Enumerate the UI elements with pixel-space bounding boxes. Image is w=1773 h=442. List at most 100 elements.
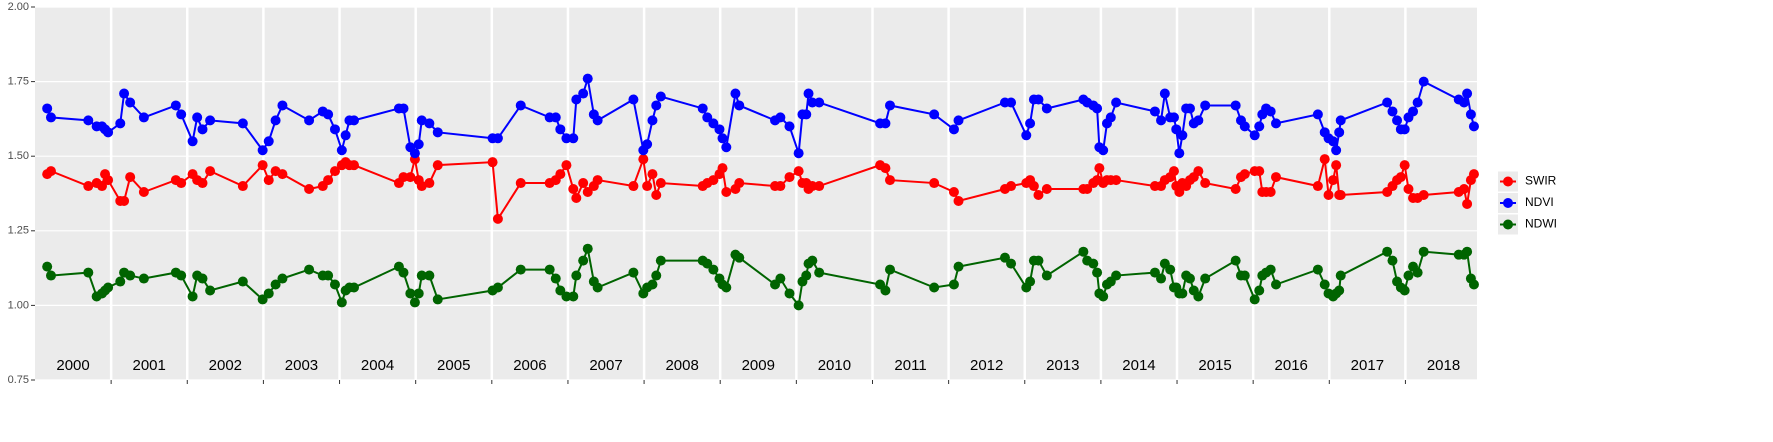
data-point [329,279,340,290]
data-point [398,267,409,278]
data-point [1092,103,1103,114]
data-point [1041,270,1052,281]
data-point [187,136,198,147]
data-point [655,91,666,102]
data-point [555,124,566,135]
data-point [323,175,334,186]
data-point [1412,267,1423,278]
data-point [1094,163,1105,174]
data-point [263,175,274,186]
data-point [138,187,149,198]
data-point [329,124,340,135]
data-point [734,178,745,189]
data-point [1265,264,1276,275]
data-point [1098,145,1109,156]
data-point [734,252,745,263]
data-point [775,112,786,123]
data-point [197,273,208,284]
data-point [492,133,503,144]
data-point [721,187,732,198]
data-point [1334,127,1345,138]
data-point [1033,189,1044,200]
data-point [884,175,895,186]
data-point [103,127,114,138]
data-point [1271,279,1282,290]
data-point [628,181,639,192]
data-point [336,297,347,308]
legend-key [1503,198,1513,208]
data-point [814,181,825,192]
data-point [1312,109,1323,120]
data-point [578,88,589,99]
year-label: 2008 [665,357,698,374]
data-point [197,178,208,189]
data-point [708,264,719,275]
data-point [398,103,409,114]
data-point [651,189,662,200]
data-point [416,115,427,126]
data-point [413,139,424,150]
data-point [1459,184,1470,195]
data-point [807,255,818,266]
data-point [1230,255,1241,266]
data-point [929,178,940,189]
year-label: 2018 [1427,357,1460,374]
data-point [138,112,149,123]
data-point [801,270,812,281]
data-point [638,154,649,165]
year-label: 2000 [56,357,89,374]
data-point [1399,285,1410,296]
data-point [803,88,814,99]
data-point [647,279,658,290]
data-point [561,133,572,144]
data-point [1230,100,1241,111]
data-point [642,181,653,192]
data-point [1382,97,1393,108]
data-point [929,282,940,293]
data-point [1088,258,1099,269]
data-point [1271,172,1282,183]
data-point [1254,166,1265,177]
year-label: 2012 [970,357,1003,374]
data-point [205,115,216,126]
data-point [655,255,666,266]
data-point [125,97,136,108]
data-point [1177,288,1188,299]
data-point [544,264,555,275]
year-label: 2007 [589,357,622,374]
data-point [424,118,435,129]
data-point [880,118,891,129]
data-point [329,166,340,177]
data-point [409,148,420,159]
data-point [592,175,603,186]
data-point [42,103,53,114]
data-point [192,112,203,123]
y-tick-label: 2.00 [8,1,29,13]
data-point [948,124,959,135]
data-point [237,181,248,192]
data-point [263,288,274,299]
data-point [1041,103,1052,114]
data-point [1006,97,1017,108]
data-point [103,282,114,293]
data-point [730,88,741,99]
data-point [1331,160,1342,171]
data-point [1111,175,1122,186]
data-point [1459,97,1470,108]
data-point [1111,97,1122,108]
data-point [492,282,503,293]
year-label: 2009 [742,357,775,374]
data-point [784,121,795,132]
data-point [1403,184,1414,195]
data-point [405,288,416,299]
data-point [801,109,812,120]
data-point [1399,160,1410,171]
data-point [237,118,248,129]
data-point [1335,189,1346,200]
data-point [592,115,603,126]
legend-key [1503,176,1513,187]
data-point [405,172,416,183]
legend-key [1503,219,1513,230]
data-point [568,133,579,144]
data-point [1468,169,1479,180]
